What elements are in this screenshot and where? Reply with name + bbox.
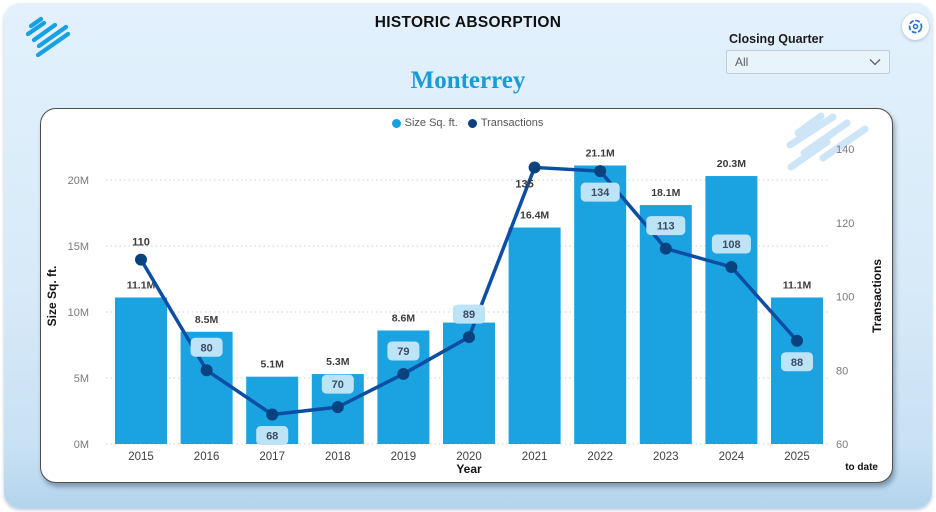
- y-left-tick: 5M: [74, 373, 89, 385]
- absorption-combo-chart[interactable]: 0M 5M 10M 15M 20M 60 80 100 120 140 11.1M 2015 8.5M 2…: [41, 109, 893, 483]
- line-label-2024: 108: [722, 239, 740, 251]
- y-left-tick: 10M: [68, 307, 89, 319]
- chevron-down-icon: [869, 59, 881, 66]
- line-dot-2020[interactable]: [463, 331, 475, 344]
- chart-legend: Size Sq. ft. Transactions: [41, 117, 892, 129]
- report-canvas: HISTORIC ABSORPTION Closing Quarter All …: [4, 3, 932, 508]
- y-right-axis-title: Transactions: [870, 259, 884, 333]
- line-label-2021: 135: [515, 178, 533, 190]
- watermark-icon: [786, 113, 837, 149]
- x-tick-2025: 2025: [784, 451, 810, 463]
- bar-label-2024: 20.3M: [717, 158, 746, 170]
- x-tick-2024: 2024: [719, 451, 745, 463]
- closing-quarter-label: Closing Quarter: [729, 32, 824, 46]
- bar-2022[interactable]: [574, 165, 627, 445]
- line-label-2015: 110: [132, 237, 150, 249]
- y-right-tick: 120: [836, 218, 854, 230]
- x-axis-title: Year: [456, 462, 482, 476]
- x-tick-2019: 2019: [391, 451, 417, 463]
- line-dot-2022[interactable]: [594, 165, 607, 178]
- bar-label-2022: 21.1M: [586, 147, 615, 159]
- x-tick-2023: 2023: [653, 451, 679, 463]
- line-label-2018: 70: [332, 379, 344, 391]
- line-label-2020: 89: [463, 309, 475, 321]
- watermark-icon: [787, 138, 831, 171]
- bar-2021[interactable]: [508, 227, 561, 444]
- line-dot-2015[interactable]: [135, 253, 147, 266]
- chart-card: Size Sq. ft. Transactions 0M 5M 10M 15M 20M 6…: [40, 108, 893, 483]
- y-right-tick: 100: [836, 292, 854, 304]
- company-logo-icon: [25, 16, 71, 57]
- line-label-pill-2016: [190, 337, 223, 357]
- focus-icon: [908, 19, 923, 34]
- line-label-pill-2022: [580, 182, 620, 202]
- line-dot-2023[interactable]: [659, 242, 672, 255]
- line-label-pill-2024: [711, 234, 751, 254]
- focus-mode-button[interactable]: [902, 13, 929, 40]
- x-tick-2016: 2016: [194, 451, 220, 463]
- legend-label-size-sqft: Size Sq. ft.: [404, 117, 458, 129]
- bar-2023[interactable]: [639, 205, 692, 444]
- bar-label-2025: 11.1M: [783, 279, 812, 291]
- bar-label-2019: 8.6M: [392, 312, 416, 324]
- line-dot-2017[interactable]: [266, 408, 279, 421]
- legend-label-transactions: Transactions: [480, 117, 544, 129]
- legend-dot-size-sqft: [391, 118, 401, 128]
- legend-item-transactions[interactable]: Transactions: [467, 117, 544, 129]
- bar-label-2021: 16.4M: [520, 210, 549, 222]
- line-label-pill-2023: [646, 216, 686, 236]
- legend-dot-transactions: [467, 118, 477, 128]
- line-label-pill-2019: [387, 341, 420, 361]
- line-dot-2024[interactable]: [725, 261, 738, 273]
- line-label-2023: 113: [657, 221, 675, 233]
- y-left-axis-title: Size Sq. ft.: [45, 266, 59, 327]
- y-left-tick: 0M: [74, 439, 89, 451]
- line-dot-2016[interactable]: [200, 364, 213, 377]
- line-label-2025: 88: [791, 357, 803, 369]
- line-label-2022: 134: [591, 187, 610, 199]
- line-label-pill-2020: [453, 304, 485, 324]
- line-label-pill-2018: [321, 374, 354, 394]
- watermark-icon: [794, 112, 825, 137]
- line-dot-2019[interactable]: [397, 367, 410, 380]
- watermark-icon: [819, 125, 869, 162]
- x-tick-2018: 2018: [325, 451, 351, 463]
- x-tick-2022: 2022: [587, 451, 613, 463]
- line-label-pill-2025: [781, 352, 813, 372]
- line-label-2017: 68: [266, 431, 278, 443]
- y-right-tick: 80: [836, 365, 848, 377]
- y-left-tick: 20M: [68, 175, 89, 187]
- line-dot-2025[interactable]: [791, 334, 803, 347]
- line-dot-2021[interactable]: [528, 161, 541, 174]
- x-tick-2017: 2017: [259, 451, 285, 463]
- dropdown-value: All: [735, 55, 749, 69]
- y-left-tick: 15M: [68, 241, 89, 253]
- line-label-2019: 79: [397, 346, 409, 358]
- watermark-icon: [800, 119, 851, 157]
- x-tick-2020: 2020: [456, 451, 482, 463]
- y-right-tick: 60: [836, 439, 848, 451]
- x-tick-2015: 2015: [128, 451, 154, 463]
- bar-2024[interactable]: [705, 176, 758, 444]
- line-label-2016: 80: [200, 342, 212, 354]
- bar-label-2016: 8.5M: [195, 314, 219, 326]
- line-dot-2018[interactable]: [331, 401, 344, 414]
- bar-label-2018: 5.3M: [326, 356, 350, 368]
- page-title: HISTORIC ABSORPTION: [374, 14, 562, 31]
- y-right-tick: 140: [836, 144, 854, 156]
- chart-footnote: to date: [845, 462, 878, 473]
- closing-quarter-dropdown[interactable]: All: [726, 50, 890, 74]
- bar-label-2017: 5.1M: [261, 359, 285, 371]
- bar-2015[interactable]: [115, 297, 167, 444]
- line-label-pill-2017: [256, 426, 289, 445]
- chart-title: Monterrey: [410, 67, 526, 94]
- bar-label-2015: 11.1M: [127, 279, 156, 291]
- legend-item-size-sqft[interactable]: Size Sq. ft.: [391, 117, 458, 129]
- bar-label-2023: 18.1M: [651, 187, 680, 199]
- x-tick-2021: 2021: [522, 451, 548, 463]
